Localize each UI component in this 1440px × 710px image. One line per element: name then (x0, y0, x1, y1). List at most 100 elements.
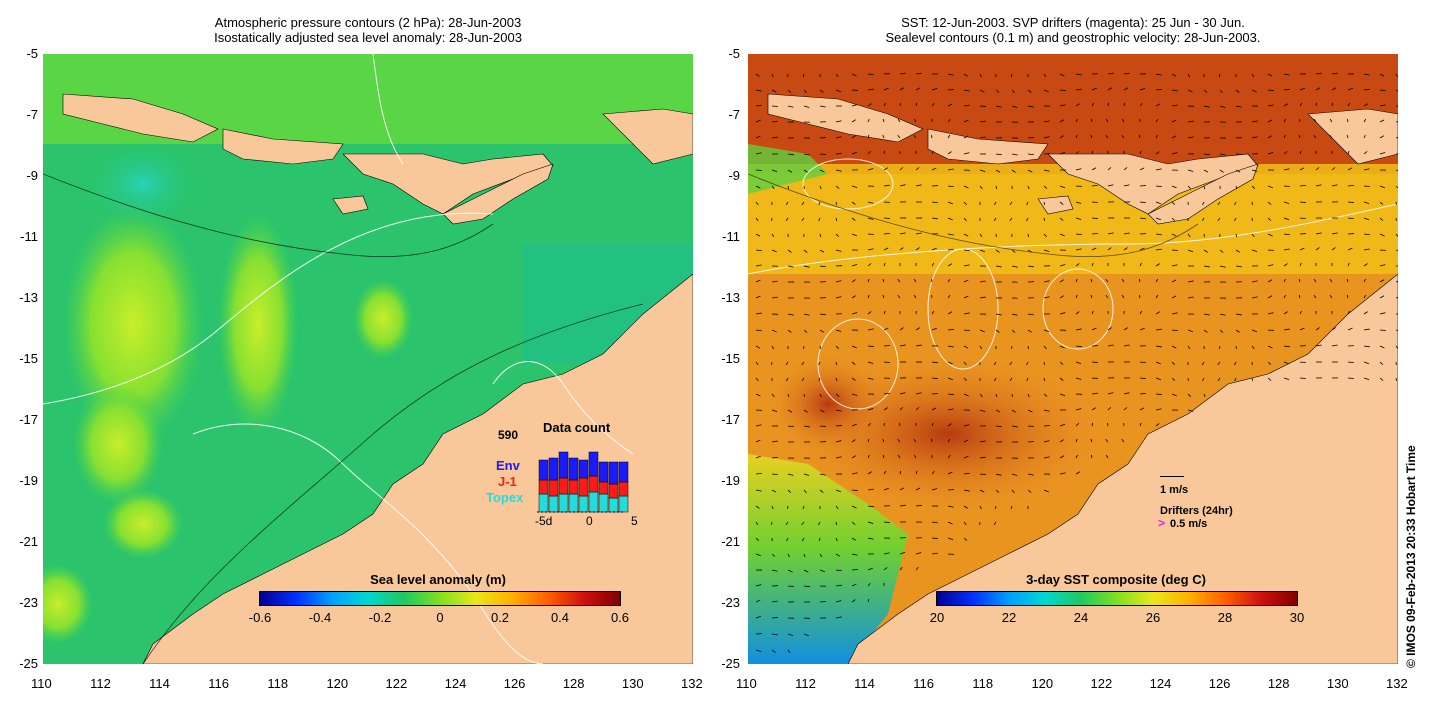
velocity-vector (1090, 134, 1093, 139)
velocity-vector (899, 344, 906, 347)
velocity-vector (1009, 377, 1013, 382)
velocity-vector (1171, 377, 1176, 381)
velocity-vector (1011, 313, 1018, 316)
velocity-vector (1075, 294, 1078, 299)
velocity-vector (1235, 169, 1241, 173)
velocity-vector (1105, 454, 1109, 459)
right-x-tick-6: 122 (1090, 676, 1113, 691)
velocity-vector (755, 73, 760, 77)
velocity-vector (915, 327, 920, 331)
right-colorbar-title: 3-day SST composite (deg C) (1026, 572, 1206, 587)
velocity-vector (1121, 118, 1125, 123)
velocity-vector (979, 89, 985, 93)
left-colorbar (259, 591, 621, 606)
velocity-vector (1283, 168, 1290, 171)
velocity-vector (1363, 88, 1370, 91)
velocity-vector (771, 345, 775, 350)
velocity-vector (1251, 169, 1258, 172)
velocity-vector (771, 553, 776, 557)
velocity-vector (835, 456, 842, 459)
velocity-vector (1363, 294, 1366, 299)
colorbar-tick: 30 (1289, 610, 1305, 625)
velocity-vector (1107, 167, 1112, 171)
velocity-vector (1027, 265, 1034, 268)
velocity-vector (1283, 201, 1290, 205)
velocity-vector (1329, 134, 1333, 139)
velocity-vector (867, 582, 871, 587)
velocity-vector (899, 167, 904, 171)
inset-xtick-mid: 0 (586, 514, 593, 528)
right-colorbar (936, 591, 1298, 606)
right-y-tick-5: -15 (721, 351, 740, 366)
velocity-vector (1395, 281, 1398, 283)
left-x-tick-6: 122 (385, 676, 408, 691)
velocity-vector (818, 537, 821, 542)
velocity-vector (947, 454, 951, 459)
velocity-vector (963, 295, 969, 299)
velocity-vector (995, 393, 998, 398)
velocity-vector (1171, 361, 1175, 365)
velocity-vector (1059, 472, 1066, 475)
velocity-vector (1107, 407, 1112, 411)
velocity-vector (947, 345, 954, 348)
velocity-vector (803, 329, 808, 333)
velocity-vector (1299, 102, 1303, 107)
velocity-vector (1043, 73, 1047, 78)
velocity-vector (1363, 278, 1366, 283)
velocity-vector (1251, 296, 1258, 299)
velocity-vector (1026, 377, 1029, 382)
velocity-vector (1027, 89, 1032, 93)
velocity-vector (1299, 184, 1306, 187)
velocity-vector (1347, 377, 1354, 379)
velocity-vector (979, 296, 986, 299)
velocity-vector (1395, 345, 1398, 350)
inset-title: Data count (543, 420, 611, 435)
velocity-vector (851, 185, 858, 188)
velocity-vector (963, 439, 969, 443)
velocity-vector (1283, 294, 1286, 299)
velocity-vector (755, 472, 762, 475)
velocity-vector (1347, 201, 1354, 203)
velocity-vector (851, 201, 856, 205)
velocity-vector (979, 440, 986, 443)
velocity-vector (931, 488, 938, 491)
velocity-vector (771, 440, 778, 443)
velocity-vector (771, 473, 778, 475)
velocity-vector (913, 294, 917, 299)
velocity-vector (915, 167, 920, 171)
timor-island (1147, 163, 1259, 225)
velocity-vector (883, 327, 889, 331)
velocity-vector (787, 425, 794, 428)
sumba-island (332, 195, 369, 215)
velocity-vector (915, 504, 922, 507)
velocity-vector (1123, 232, 1130, 235)
velocity-vector (1329, 278, 1333, 283)
velocity-vector (979, 505, 982, 510)
velocity-vector (1315, 327, 1320, 331)
velocity-vector (851, 521, 856, 525)
velocity-vector (1283, 151, 1288, 155)
left-x-tick-9: 128 (562, 676, 585, 691)
right-y-tick-7: -19 (721, 473, 740, 488)
velocity-vector (867, 521, 874, 524)
velocity-vector (1091, 327, 1097, 331)
velocity-vector (1139, 201, 1146, 204)
velocity-vector (755, 312, 762, 315)
velocity-vector (755, 553, 761, 557)
velocity-vector (915, 566, 919, 571)
velocity-vector (1331, 102, 1334, 107)
velocity-vector (995, 265, 1002, 268)
inset-bar-j-1 (598, 481, 609, 495)
velocity-vector (819, 569, 826, 573)
velocity-vector (883, 310, 886, 315)
velocity-vector (883, 167, 889, 171)
velocity-vector (1347, 150, 1350, 155)
sst-map[interactable]: 1 m/s Drifters (24hr) 0.5 m/s > 3-day SS… (748, 54, 1398, 664)
velocity-vector (1043, 489, 1049, 493)
inset-bar-j-1 (568, 479, 579, 495)
left-title-line2: Isostatically adjusted sea level anomaly… (214, 30, 522, 45)
velocity-vector (963, 521, 967, 526)
velocity-vector (1155, 393, 1162, 395)
velocity-vector (1187, 393, 1191, 397)
sea-level-anomaly-map[interactable]: 590 Data count Env J-1 Topex -5d 0 5 Sea… (43, 54, 693, 664)
